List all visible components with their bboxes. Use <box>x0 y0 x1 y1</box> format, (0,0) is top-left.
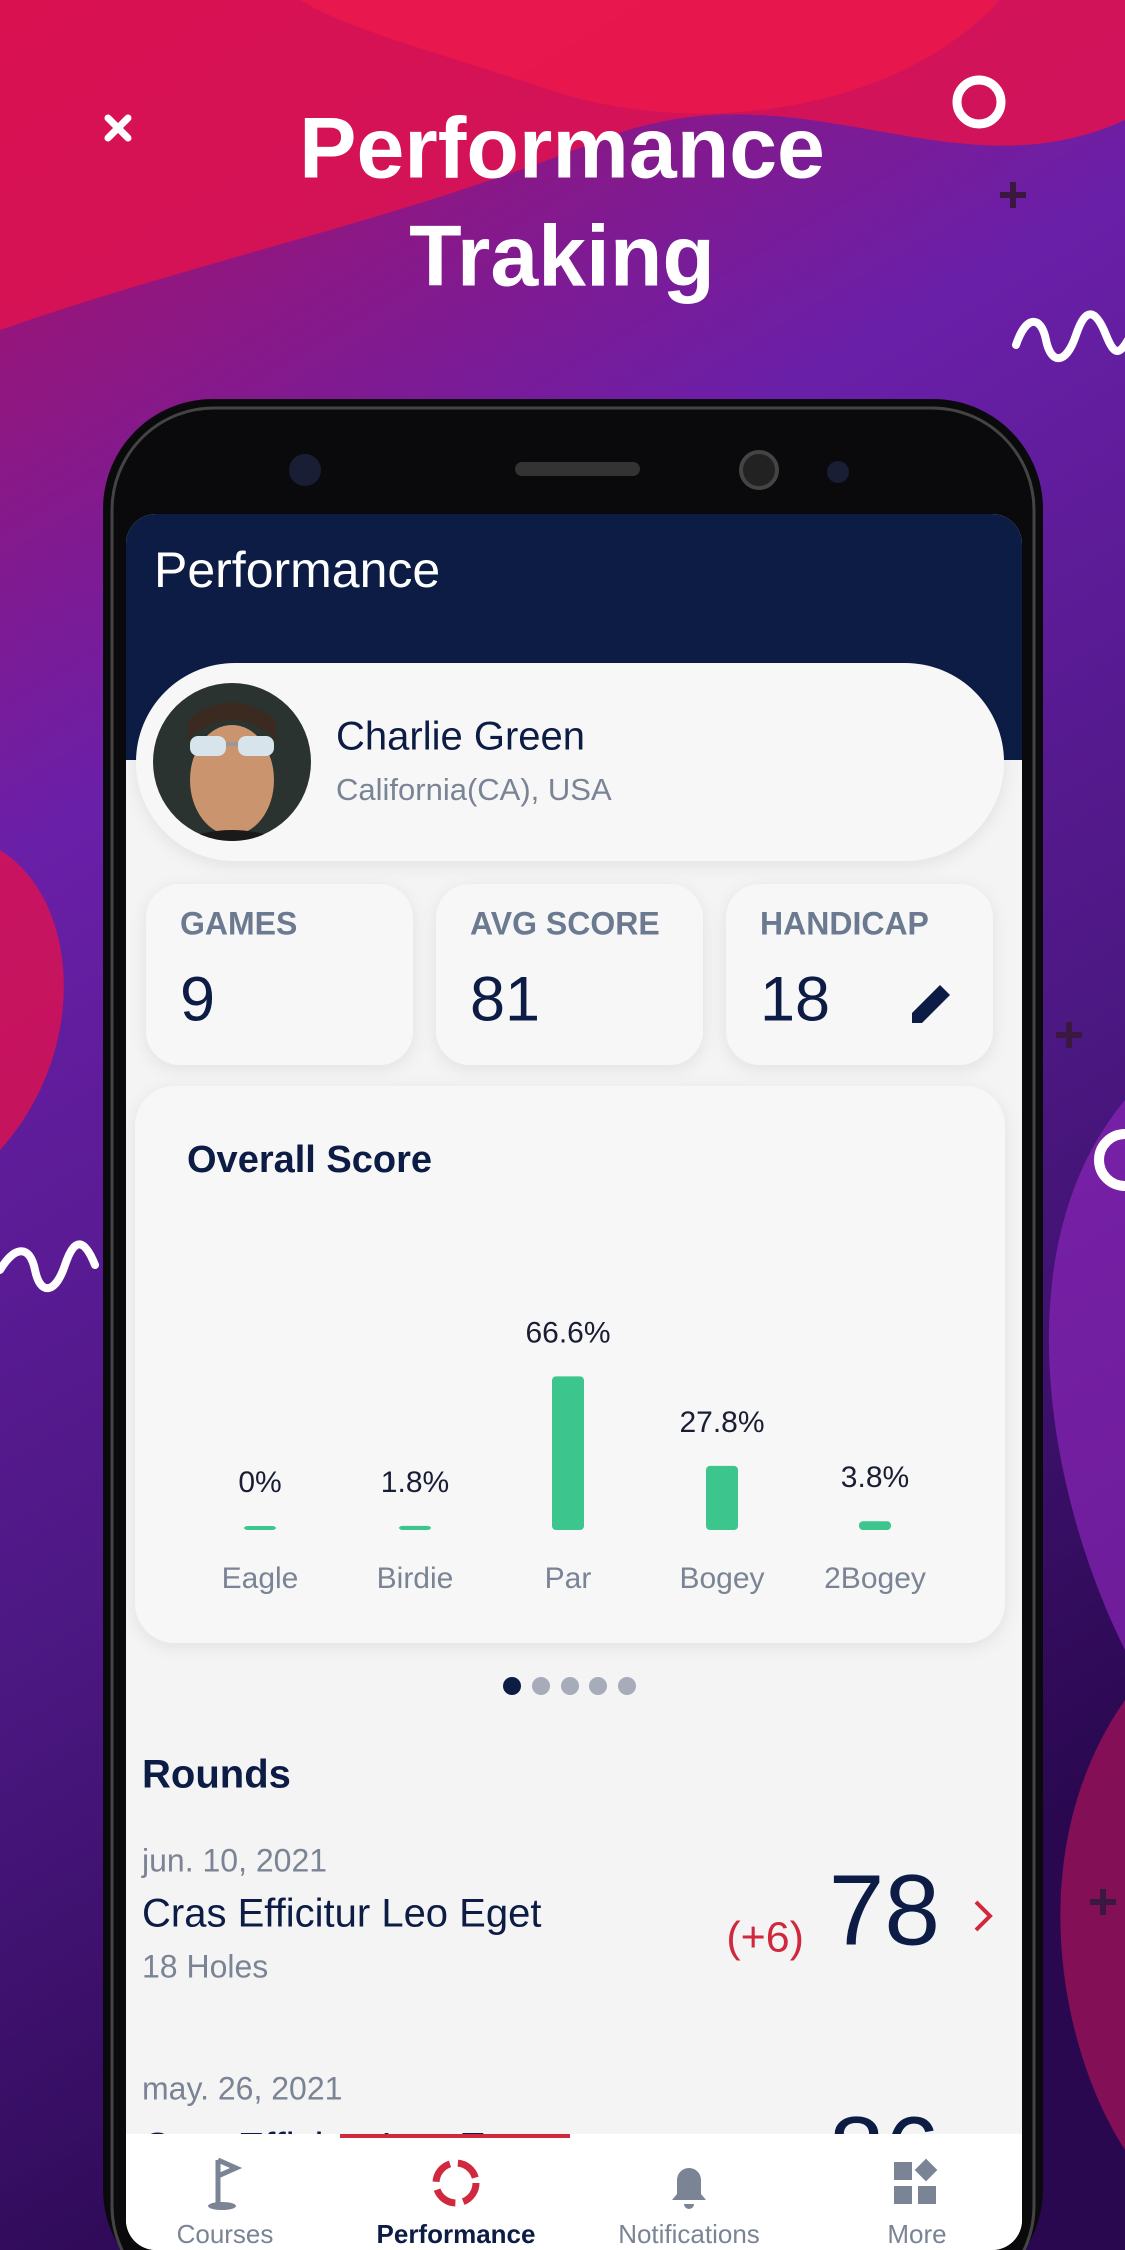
profile-location: California(CA), USA <box>336 772 612 807</box>
profile-card <box>136 663 1004 861</box>
bar-chart: 0% Eagle 1.8% Birdie 66.6% Par 27.8% Bogey 3.8% 2… <box>222 1316 926 1595</box>
blob <box>1060 1700 1125 2150</box>
deco-squiggle <box>1012 310 1125 363</box>
phone-edge <box>110 406 1036 2250</box>
round-diff: (+6) <box>726 1913 804 1961</box>
deco-plus <box>1000 182 1026 208</box>
nav-labels: Courses Performance Notifications More <box>177 2219 947 2249</box>
blob <box>0 850 64 1150</box>
nav-label[interactable]: Courses <box>177 2219 274 2249</box>
round-date: may. 26, 2021 <box>142 2070 342 2106</box>
camera <box>739 450 779 490</box>
page-dot[interactable] <box>618 1677 636 1695</box>
deco-squiggle <box>0 1240 99 1293</box>
nav-icon-courses[interactable] <box>215 2157 243 2205</box>
blob <box>1048 1100 1125 1650</box>
nav-active-indicator <box>340 2134 570 2138</box>
page-dot[interactable] <box>503 1677 521 1695</box>
nav-bar <box>126 2134 1022 2250</box>
nav-label[interactable]: More <box>887 2219 946 2249</box>
chart-card <box>135 1086 1005 1643</box>
stat-label: AVG SCORE <box>470 905 660 941</box>
profile-name: Charlie Green <box>336 715 585 759</box>
sensor <box>827 461 849 483</box>
page-dot[interactable] <box>532 1677 550 1695</box>
deco-x <box>104 114 132 142</box>
nav-label[interactable]: Notifications <box>618 2219 760 2249</box>
bar-value-label: 27.8% <box>679 1406 764 1439</box>
stat-value: 9 <box>180 965 215 1035</box>
round-holes: 18 Holes <box>142 1948 268 1984</box>
deco-circle <box>952 75 1006 129</box>
nav-icon-more[interactable] <box>894 2162 912 2180</box>
bar-category-label: 2Bogey <box>824 1562 926 1595</box>
nav-label[interactable]: Performance <box>377 2219 536 2249</box>
banner-title: Traking <box>409 209 715 305</box>
nav-icon-notifications[interactable] <box>672 2168 706 2209</box>
bar-category-label: Eagle <box>222 1562 299 1595</box>
round-score: 78 <box>829 1854 940 1966</box>
stat-value: 81 <box>470 965 540 1035</box>
chevron[interactable] <box>974 1900 993 1932</box>
round-name[interactable]: Cras Efficitur Leo Eget <box>142 1892 541 1936</box>
bar <box>244 1526 276 1530</box>
deco-circle <box>1094 1129 1125 1191</box>
nav-icon-performance[interactable] <box>432 2159 480 2207</box>
bar <box>706 1465 738 1530</box>
bar <box>399 1525 431 1530</box>
stat-label: HANDICAP <box>760 905 929 941</box>
bar-value-label: 3.8% <box>841 1461 909 1494</box>
deco-plus <box>1056 1022 1082 1048</box>
app-screen: Performance Charlie Green California(CA)… <box>126 514 1022 2250</box>
sensor <box>289 454 321 486</box>
stat-card <box>146 884 413 1065</box>
edit-icon[interactable] <box>912 985 950 1023</box>
bar-category-label: Par <box>545 1562 592 1595</box>
bar-value-label: 66.6% <box>525 1316 610 1349</box>
page-dot[interactable] <box>589 1677 607 1695</box>
bar-category-label: Bogey <box>679 1562 764 1595</box>
stats-row: GAMES 9 AVG SCORE 81 HANDICAP 18 <box>146 884 993 1065</box>
bar-value-label: 0% <box>238 1466 281 1499</box>
bar <box>552 1376 584 1530</box>
deco-plus <box>1090 1889 1116 1915</box>
speaker <box>515 462 640 476</box>
blob <box>300 0 1000 114</box>
page-dot[interactable] <box>561 1677 579 1695</box>
bar-value-label: 1.8% <box>381 1466 449 1499</box>
round-date: jun. 10, 2021 <box>141 1842 327 1878</box>
bar-category-label: Birdie <box>377 1562 454 1595</box>
stat-value: 18 <box>760 965 830 1035</box>
bar <box>859 1521 891 1530</box>
rounds-title: Rounds <box>142 1753 291 1797</box>
stat-card <box>726 884 993 1065</box>
chart-title: Overall Score <box>187 1139 432 1181</box>
banner-title: Performance <box>299 101 825 197</box>
stat-card <box>436 884 703 1065</box>
stat-label: GAMES <box>180 905 297 941</box>
header-title: Performance <box>154 542 440 598</box>
